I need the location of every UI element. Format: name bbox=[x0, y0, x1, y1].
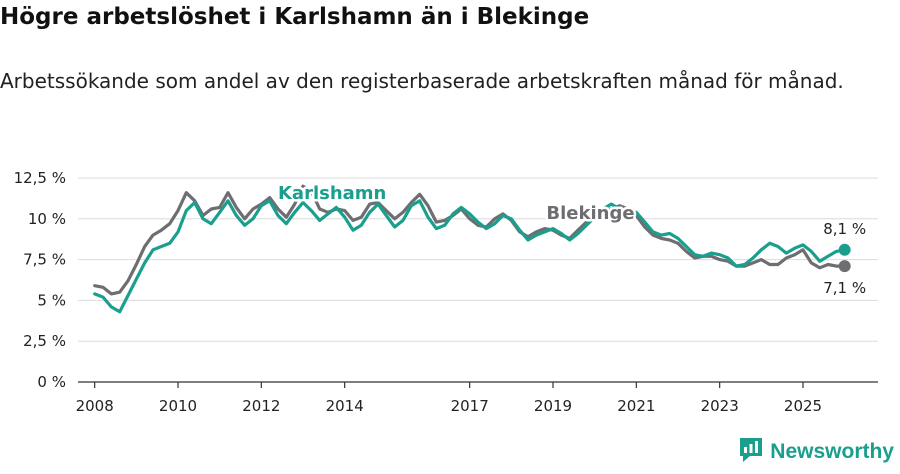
line-chart: 0 % 2,5 % 5 % 7,5 % 10 % 12,5 % 2008 2010 2012 20… bbox=[14, 169, 878, 415]
x-tick-label: 2012 bbox=[242, 397, 280, 415]
brand-name: Newsworthy bbox=[770, 440, 894, 463]
series-line-karlshamn bbox=[93, 199, 847, 314]
end-point-karlshamn bbox=[838, 243, 851, 256]
series-line-blekinge bbox=[93, 184, 847, 296]
page-subtitle: Arbetssökande som andel av den registerb… bbox=[0, 69, 844, 93]
x-tick-label: 2021 bbox=[617, 397, 655, 415]
grid-lines bbox=[78, 177, 878, 342]
bar-chart-speech-icon bbox=[738, 436, 764, 468]
end-value-label: 8,1 % bbox=[823, 220, 866, 238]
y-tick-label: 5 % bbox=[37, 291, 66, 309]
series-lines bbox=[93, 184, 851, 314]
x-tick-label: 2014 bbox=[326, 397, 364, 415]
x-tick-label: 2010 bbox=[159, 397, 197, 415]
y-tick-label: 2,5 % bbox=[23, 332, 66, 350]
end-point-blekinge bbox=[838, 260, 851, 273]
x-tick-label: 2017 bbox=[451, 397, 489, 415]
x-tick-label: 2023 bbox=[701, 397, 739, 415]
x-tick-label: 2025 bbox=[784, 397, 822, 415]
y-tick-label: 7,5 % bbox=[23, 251, 66, 269]
page-title: Högre arbetslöshet i Karlshamn än i Blek… bbox=[0, 4, 590, 30]
chart-labels: Karlshamn Blekinge 8,1 % 7,1 % bbox=[275, 181, 866, 297]
y-tick-label: 0 % bbox=[37, 373, 66, 391]
y-tick-label: 10 % bbox=[28, 210, 66, 228]
end-value-label: 7,1 % bbox=[823, 279, 866, 297]
brand-logo[interactable]: Newsworthy bbox=[738, 436, 894, 468]
axes: 0 % 2,5 % 5 % 7,5 % 10 % 12,5 % 2008 2010 2012 20… bbox=[14, 169, 878, 415]
x-tick-label: 2019 bbox=[534, 397, 572, 415]
y-tick-label: 12,5 % bbox=[14, 169, 66, 187]
series-label-blekinge: Blekinge bbox=[546, 203, 634, 224]
series-label-karlshamn: Karlshamn bbox=[278, 183, 386, 204]
x-tick-label: 2008 bbox=[76, 397, 114, 415]
